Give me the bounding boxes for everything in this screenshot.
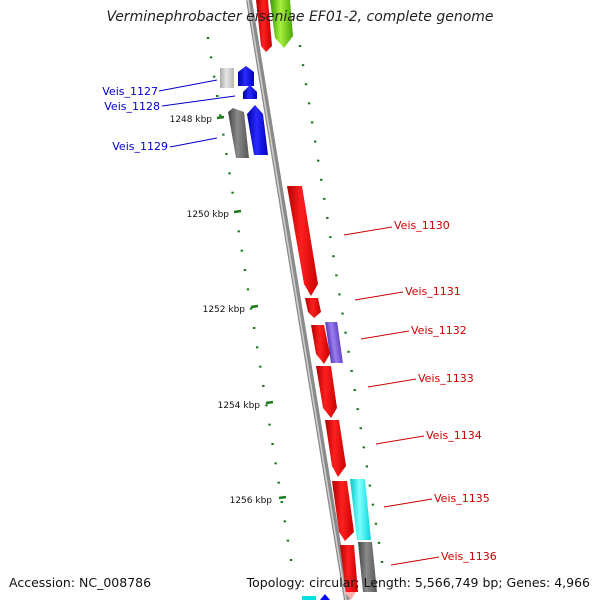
kbp-label: 1248 kbp [170,115,213,125]
kbp-label: 1252 kbp [203,305,246,315]
kbp-tick [278,495,287,500]
tick-dots-right [298,45,384,563]
accession-text: Accession: NC_008786 [9,575,152,590]
gene-veis-1135[interactable] [332,479,371,541]
gene-veis-1128[interactable] [243,85,257,99]
gene-partial-top [256,0,293,52]
gene-label-veis-1136[interactable]: Veis_1136 [441,550,497,563]
kbp-tick [265,400,274,405]
gene-partial-bottom [302,594,330,600]
kbp-scale: 1248 kbp 1250 kbp 1252 kbp 1254 kbp 1256… [170,115,287,506]
genome-title: Verminephrobacter eiseniae EF01-2, compl… [106,9,494,25]
gene-label-veis-1128[interactable]: Veis_1128 [104,100,160,113]
kbp-label: 1250 kbp [187,210,230,220]
gene-veis-1131[interactable] [305,298,321,318]
gene-label-veis-1132[interactable]: Veis_1132 [411,324,467,337]
tick-dots-left [206,37,293,561]
kbp-tick [250,304,259,309]
gene-veis-1133[interactable] [316,366,337,418]
gene-veis-1136[interactable] [340,542,377,600]
gene-labels: Veis_1127 Veis_1128 Veis_1129 Veis_1130 … [102,85,496,563]
gene-label-veis-1133[interactable]: Veis_1133 [418,372,474,385]
gene-veis-1127[interactable] [220,66,254,88]
gene-label-veis-1127[interactable]: Veis_1127 [102,85,158,98]
gene-veis-1129[interactable] [228,105,268,158]
kbp-label: 1254 kbp [218,401,261,411]
genome-backbone [246,0,350,600]
kbp-tick [216,115,225,120]
genome-summary-text: Topology: circular; Length: 5,566,749 bp… [246,575,590,590]
kbp-tick [233,209,242,214]
gene-label-veis-1131[interactable]: Veis_1131 [405,285,461,298]
kbp-label: 1256 kbp [230,496,273,506]
gene-label-veis-1135[interactable]: Veis_1135 [434,492,490,505]
gene-leaders [158,79,440,566]
gene-veis-1130[interactable] [287,186,318,296]
gene-veis-1132[interactable] [311,322,343,364]
genome-backbone-highlight [247,0,347,600]
gene-label-veis-1134[interactable]: Veis_1134 [426,429,482,442]
gene-veis-1134[interactable] [325,420,346,477]
gene-label-veis-1129[interactable]: Veis_1129 [112,140,168,153]
gene-label-veis-1130[interactable]: Veis_1130 [394,219,450,232]
